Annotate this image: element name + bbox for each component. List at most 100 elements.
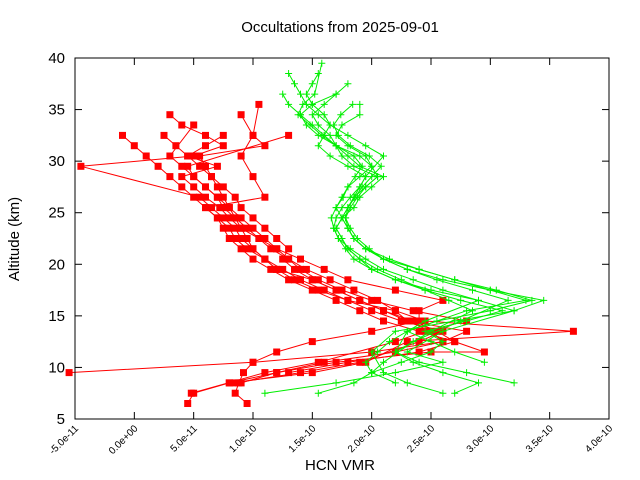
data-point [285, 131, 293, 139]
data-point [380, 369, 387, 377]
data-point [451, 276, 459, 284]
profile-line [264, 73, 546, 394]
data-point [187, 389, 195, 397]
data-point [439, 389, 447, 397]
data-point [255, 235, 263, 242]
data-point [308, 369, 316, 377]
data-point [415, 265, 423, 273]
data-point [231, 214, 239, 222]
data-point [380, 173, 387, 181]
data-point [314, 286, 322, 294]
y-tick-label: 10 [48, 359, 65, 376]
data-point [391, 327, 399, 335]
x-tick-label: 2.0e-10 [346, 423, 378, 455]
data-point [391, 369, 399, 377]
data-point [326, 276, 334, 284]
data-point [344, 183, 352, 191]
data-point [368, 265, 376, 273]
data-point [249, 224, 257, 232]
data-point [166, 173, 174, 181]
data-point [302, 265, 310, 273]
data-point [439, 296, 447, 304]
data-point [308, 100, 316, 108]
data-point [237, 224, 245, 232]
data-point [356, 100, 364, 108]
data-point [297, 255, 304, 263]
data-point [65, 369, 73, 377]
profile-line [297, 63, 481, 384]
data-point [356, 255, 364, 263]
data-point [190, 183, 198, 191]
x-tick-label: 0.0e+00 [107, 423, 141, 457]
data-point [219, 193, 227, 201]
data-point [469, 307, 476, 315]
data-point [380, 152, 387, 160]
data-point [213, 183, 221, 191]
data-point [196, 152, 204, 160]
x-tick-label: 1.5e-10 [287, 423, 319, 455]
data-point [249, 255, 257, 263]
data-point [350, 255, 358, 263]
data-point [386, 338, 393, 346]
data-point [368, 296, 376, 304]
data-point [231, 224, 239, 232]
data-point [427, 348, 435, 356]
data-point [433, 276, 441, 284]
data-point [433, 317, 441, 325]
data-point [178, 183, 186, 191]
data-point [338, 121, 346, 129]
data-point [421, 327, 429, 335]
data-point [342, 214, 350, 222]
y-axis-label: Altitude (km) [6, 197, 23, 281]
data-point [231, 379, 239, 387]
data-point [320, 100, 328, 108]
x-tick-label: 5.0e-11 [169, 423, 201, 455]
data-point [243, 224, 251, 232]
data-point [249, 358, 257, 366]
data-point [391, 286, 399, 294]
data-point [237, 235, 245, 242]
data-point [255, 100, 263, 108]
data-point [154, 162, 162, 170]
data-point [308, 80, 316, 88]
data-point [451, 389, 459, 397]
data-point [463, 327, 471, 335]
data-point [231, 389, 239, 397]
data-point [334, 131, 342, 139]
y-tick-label: 5 [57, 411, 65, 428]
data-point [166, 111, 174, 119]
data-point [285, 255, 293, 263]
data-point [350, 152, 358, 160]
data-point [337, 111, 345, 119]
data-point [415, 327, 423, 335]
data-point [208, 173, 215, 181]
data-point [285, 276, 293, 284]
data-point [196, 162, 204, 170]
data-point [190, 152, 198, 160]
data-point [415, 348, 423, 356]
data-point [344, 80, 352, 88]
data-point [439, 338, 447, 346]
plot-frame [74, 57, 610, 420]
data-point [119, 131, 126, 139]
data-point [213, 193, 221, 201]
data-point [219, 131, 227, 139]
data-point [346, 142, 354, 150]
data-point [267, 265, 275, 273]
data-point [415, 317, 423, 325]
data-point [311, 90, 319, 98]
data-point [184, 162, 192, 170]
data-point [314, 70, 322, 77]
data-point [344, 152, 352, 160]
data-point [463, 369, 471, 377]
data-point [330, 121, 338, 129]
plot-area [65, 59, 577, 407]
data-point [308, 276, 316, 284]
y-tick-label: 15 [48, 308, 65, 325]
data-point [330, 224, 338, 232]
data-point [273, 348, 281, 356]
profile-line [163, 135, 456, 374]
data-point [332, 142, 340, 150]
data-point [358, 162, 366, 170]
data-point [377, 162, 385, 170]
